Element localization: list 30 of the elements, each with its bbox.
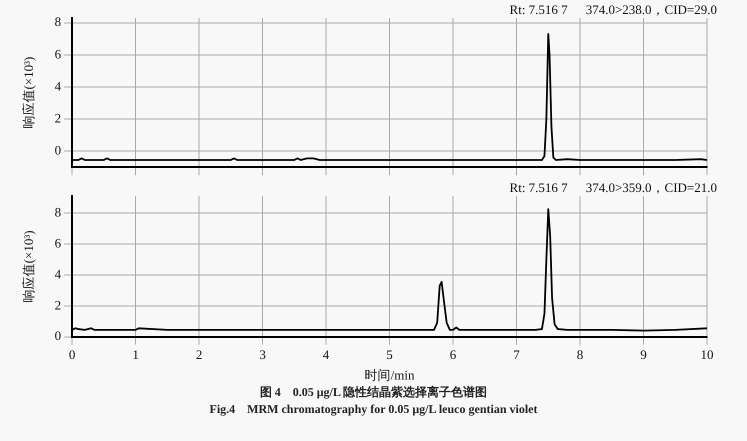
y-axis-title: 响应值(×10³): [21, 230, 36, 302]
x-tick-label: 0: [68, 347, 76, 362]
x-tick-label: 4: [322, 347, 330, 362]
y-tick-label: 0: [54, 142, 62, 158]
text: 374.0>238.0，CID=29.0: [586, 2, 717, 17]
y-tick-label: 2: [54, 110, 62, 126]
x-tick-label: 10: [700, 347, 714, 362]
text: 374.0>359.0，CID=21.0: [586, 180, 717, 195]
x-tick-label: 5: [386, 347, 393, 362]
y-tick-label: 0: [54, 328, 62, 344]
x-tick-label: 6: [450, 347, 457, 362]
text: Rt: 7.516 7: [510, 180, 568, 195]
text: 图 4 0.05 μg/L 隐性结晶紫选择离子色谱图: [258, 384, 488, 401]
x-tick-label: 3: [259, 347, 266, 362]
y-tick-label: 6: [54, 46, 62, 62]
text: Rt: 7.516 7: [510, 2, 568, 17]
y-tick-label: 4: [54, 266, 62, 282]
x-tick-label: 8: [576, 347, 584, 362]
y-tick-label: 8: [54, 14, 62, 30]
x-tick-label: 7: [513, 347, 520, 362]
y-tick-label: 4: [54, 78, 62, 94]
x-tick-label: 9: [640, 347, 647, 362]
y-tick-label: 2: [54, 297, 62, 312]
x-tick-label: 2: [196, 347, 202, 362]
x-tick-label: 1: [132, 347, 139, 362]
text: Fig.4 MRM chromatography for 0.05 μg/L leuco gentian violet: [208, 401, 538, 418]
x-axis-title: 时间/min: [364, 368, 415, 383]
y-tick-label: 6: [54, 235, 62, 250]
y-axis-title: 响应值(×10³): [21, 56, 36, 129]
y-tick-label: 8: [54, 204, 62, 220]
